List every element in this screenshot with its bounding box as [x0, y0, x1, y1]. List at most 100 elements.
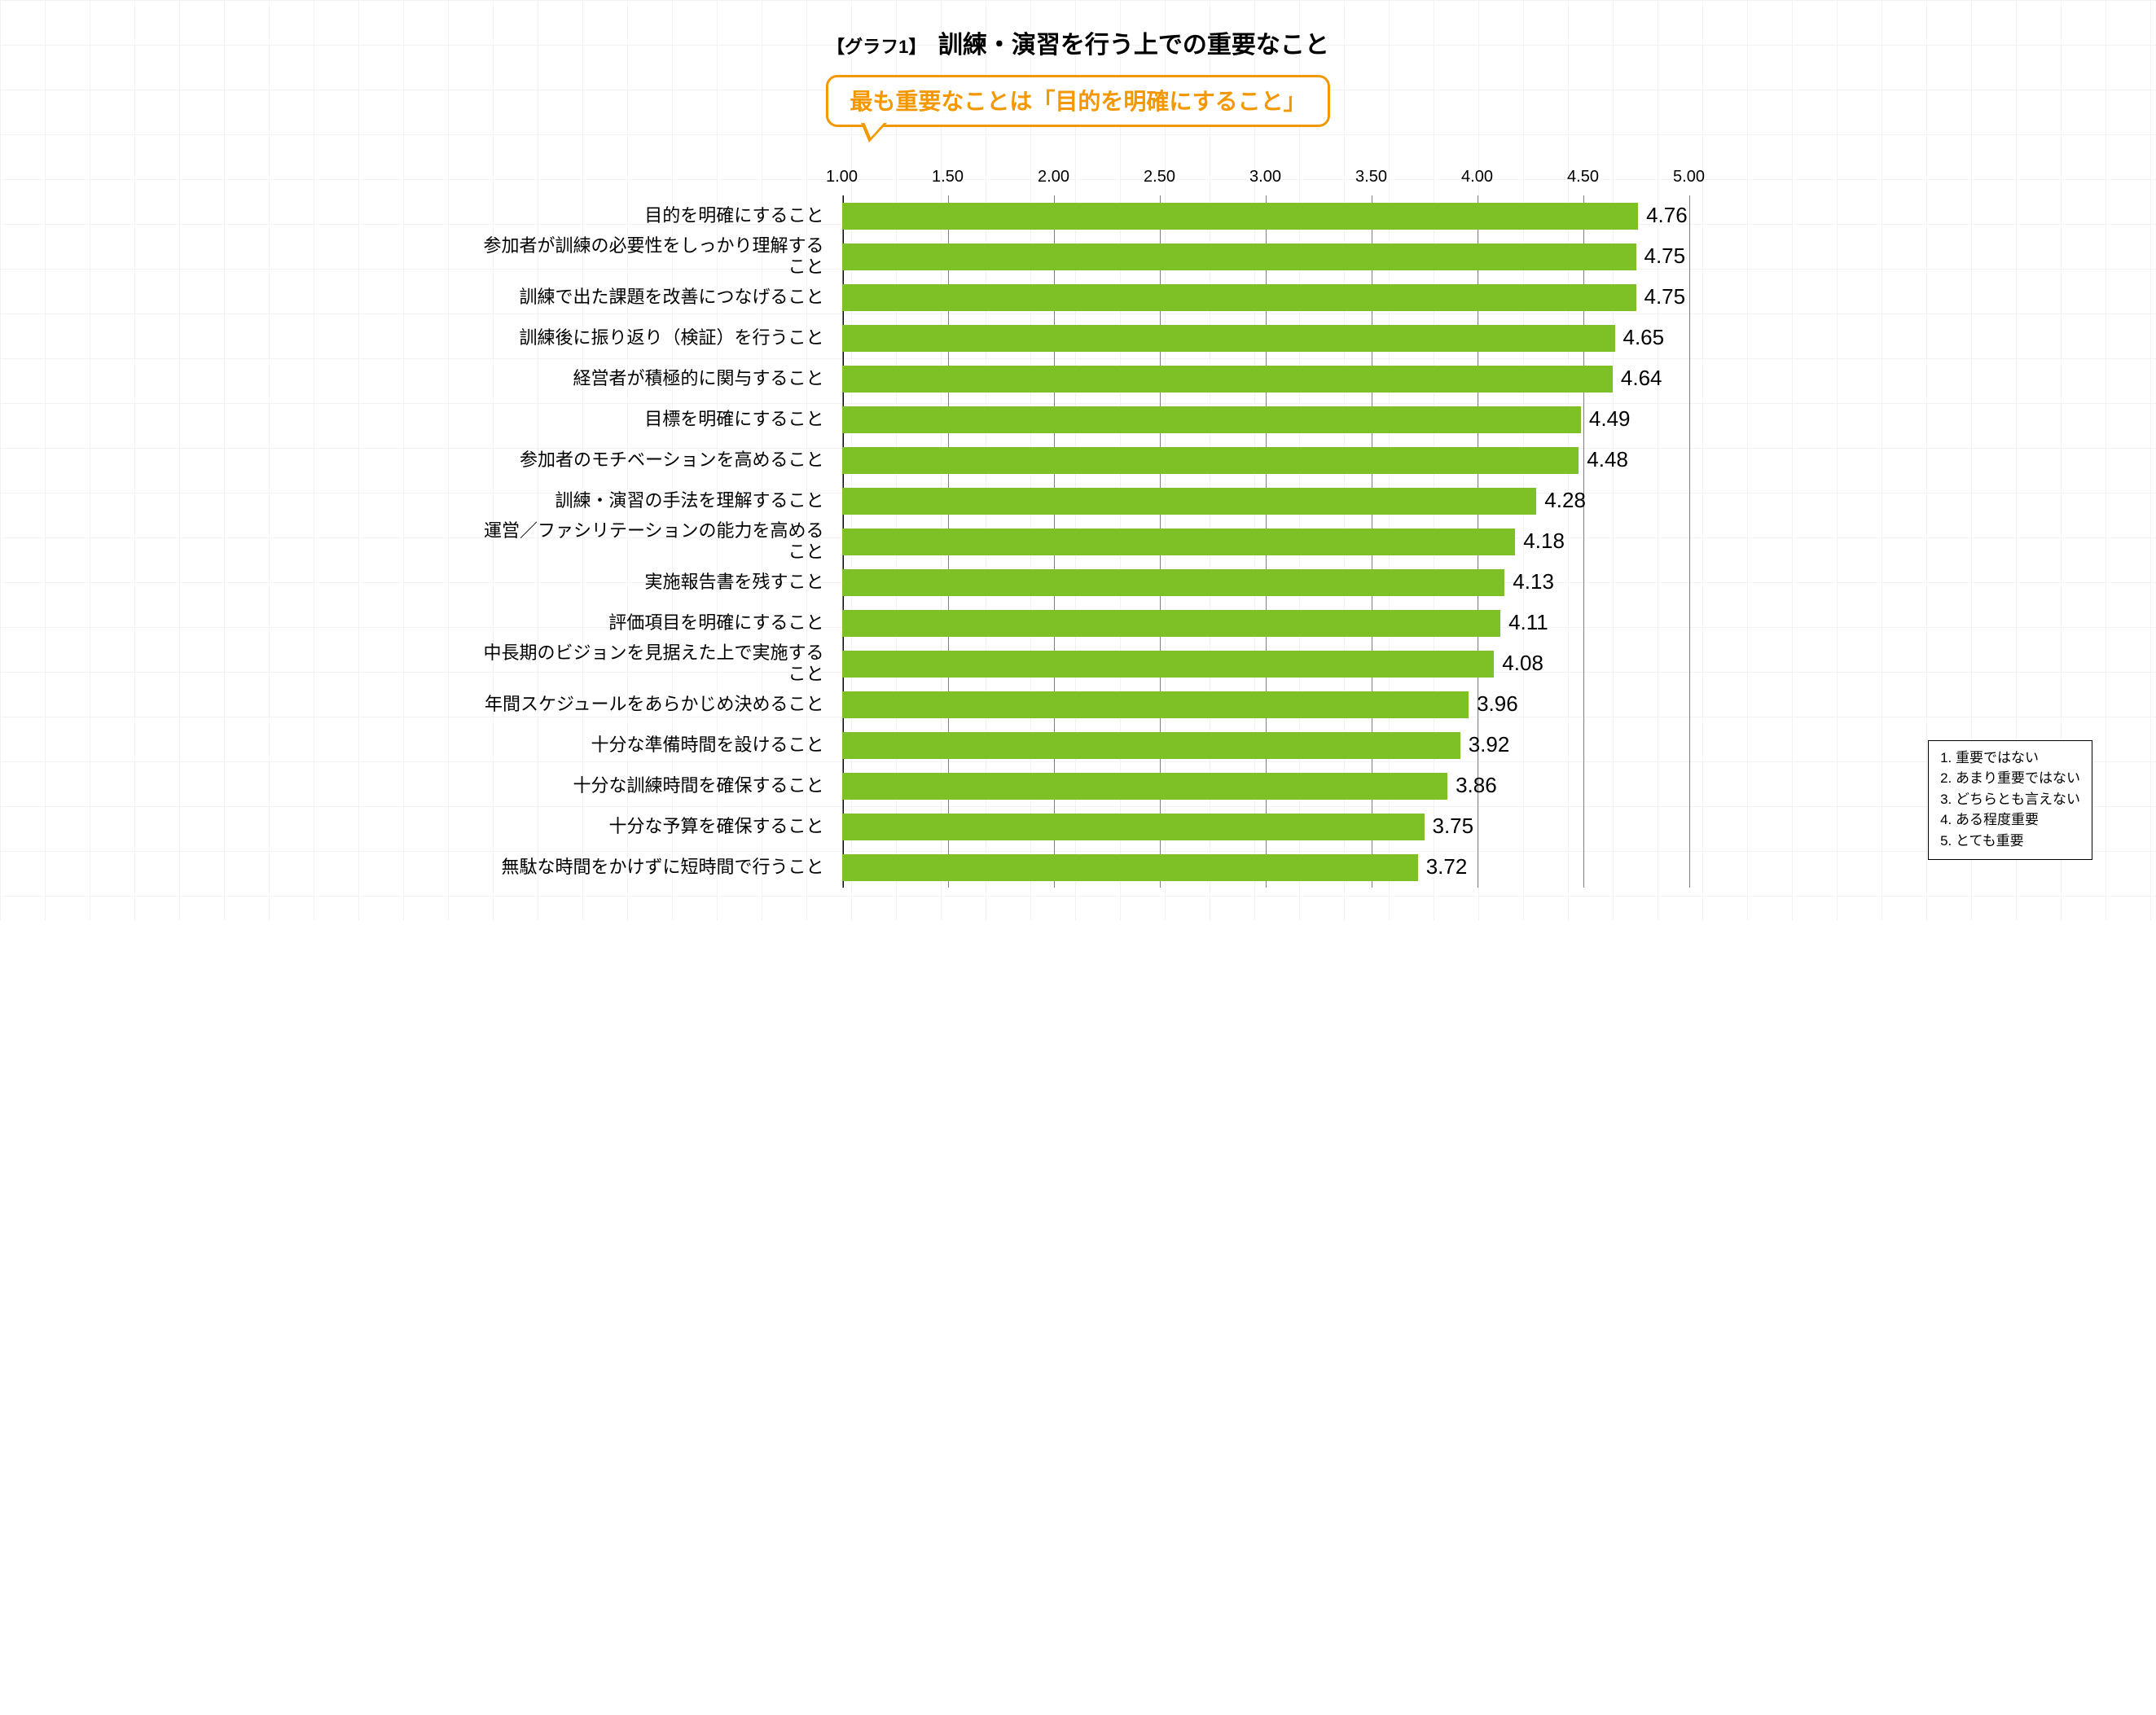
category-label: 中長期のビジョンを見据えた上で実施すること [468, 643, 842, 686]
legend: 1. 重要ではない2. あまり重要ではない3. どちらとも言えない4. ある程度… [1928, 740, 2092, 861]
bar [842, 284, 1636, 311]
category-row: 訓練後に振り返り（検証）を行うこと [468, 318, 842, 358]
x-tick-label: 3.00 [1249, 168, 1281, 186]
callout-text: 最も重要なことは「目的を明確にすること」 [850, 89, 1306, 114]
bar-value-label: 3.75 [1433, 814, 1474, 839]
category-row: 十分な準備時間を設けること [468, 725, 842, 765]
bar-row: 4.48 [842, 440, 1689, 480]
legend-item: 1. 重要ではない [1940, 748, 2080, 769]
category-row: 目的を明確にすること [468, 195, 842, 236]
bar-value-label: 4.11 [1508, 610, 1548, 635]
category-label: 十分な準備時間を設けること [468, 735, 842, 756]
gridline [1689, 195, 1690, 888]
x-tick-label: 5.00 [1673, 168, 1705, 186]
category-label: 訓練で出た課題を改善につなげること [468, 287, 842, 308]
bar-row: 4.75 [842, 277, 1689, 318]
category-row: 実施報告書を残すこと [468, 562, 842, 603]
bar-row: 3.75 [842, 806, 1689, 847]
bars-region: 4.76 4.75 4.75 4.65 4.64 4.49 4.484.28 4.18 4.13… [842, 195, 1689, 888]
x-tick-label: 1.50 [932, 168, 964, 186]
bar-value-label: 4.75 [1644, 243, 1686, 269]
bar-value-label: 4.08 [1502, 651, 1543, 676]
category-row: 参加者が訓練の必要性をしっかり理解すること [468, 236, 842, 277]
callout-tail-icon [861, 123, 887, 143]
category-row: 中長期のビジョンを見据えた上で実施すること [468, 643, 842, 684]
category-label: 十分な訓練時間を確保すること [468, 775, 842, 796]
bar [842, 243, 1636, 270]
bar [842, 203, 1639, 230]
bar-row: 4.65 [842, 318, 1689, 358]
bar-value-label: 3.72 [1426, 854, 1468, 879]
bar-value-label: 3.92 [1469, 732, 1510, 757]
x-tick-label: 4.50 [1567, 168, 1599, 186]
bar-row: 4.18 [842, 521, 1689, 562]
category-row: 訓練で出た課題を改善につなげること [468, 277, 842, 318]
bar [842, 732, 1460, 759]
x-tick-label: 4.00 [1461, 168, 1493, 186]
category-label: 目標を明確にすること [468, 409, 842, 430]
bar-value-label: 4.48 [1587, 447, 1628, 472]
y-axis-labels: 目的を明確にすること参加者が訓練の必要性をしっかり理解すること訓練で出た課題を改… [468, 160, 842, 888]
category-label: 目的を明確にすること [468, 205, 842, 226]
bar-value-label: 4.65 [1623, 325, 1665, 350]
bar-row: 3.92 [842, 725, 1689, 765]
category-row: 参加者のモチベーションを高めること [468, 440, 842, 480]
bar-row: 4.75 [842, 236, 1689, 277]
bar [842, 529, 1516, 555]
category-row: 評価項目を明確にすること [468, 603, 842, 643]
chart-title: 【グラフ1】 訓練・演習を行う上での重要なこと [33, 24, 2123, 60]
legend-item: 4. ある程度重要 [1940, 809, 2080, 831]
bar-row: 4.49 [842, 399, 1689, 440]
bar-row: 4.08 [842, 643, 1689, 684]
bar-value-label: 4.76 [1646, 203, 1688, 228]
category-row: 目標を明確にすること [468, 399, 842, 440]
bar [842, 610, 1501, 637]
callout-bubble: 最も重要なことは「目的を明確にすること」 [826, 75, 1329, 127]
x-tick-label: 2.00 [1038, 168, 1069, 186]
bar-row: 3.96 [842, 684, 1689, 725]
bar [842, 325, 1615, 352]
category-label: 訓練・演習の手法を理解すること [468, 490, 842, 511]
plot-area: 1.001.502.002.503.003.504.004.505.00 4.7… [842, 160, 1689, 888]
category-row: 訓練・演習の手法を理解すること [468, 480, 842, 521]
x-tick-label: 2.50 [1144, 168, 1175, 186]
category-label: 参加者のモチベーションを高めること [468, 450, 842, 471]
bar-value-label: 4.28 [1544, 488, 1586, 513]
category-label: 実施報告書を残すこと [468, 572, 842, 593]
bar [842, 488, 1537, 515]
x-tick-label: 1.00 [826, 168, 858, 186]
category-label: 十分な予算を確保すること [468, 816, 842, 837]
title-prefix: 【グラフ1】 [827, 37, 926, 57]
category-row: 運営／ファシリテーションの能力を高めること [468, 521, 842, 562]
x-tick-label: 3.50 [1355, 168, 1387, 186]
category-row: 十分な訓練時間を確保すること [468, 765, 842, 806]
bar-row: 4.13 [842, 562, 1689, 603]
legend-item: 3. どちらとも言えない [1940, 789, 2080, 810]
bar-row: 4.64 [842, 358, 1689, 399]
bar [842, 773, 1448, 800]
callout-wrap: 最も重要なことは「目的を明確にすること」 [33, 75, 2123, 127]
category-label: 参加者が訓練の必要性をしっかり理解すること [468, 235, 842, 279]
bar-value-label: 4.18 [1523, 529, 1565, 554]
bar-row: 3.86 [842, 765, 1689, 806]
bar [842, 651, 1495, 678]
category-label: 訓練後に振り返り（検証）を行うこと [468, 327, 842, 349]
bar-value-label: 4.13 [1513, 569, 1554, 594]
chart: 目的を明確にすること参加者が訓練の必要性をしっかり理解すること訓練で出た課題を改… [468, 160, 1689, 888]
bar [842, 366, 1613, 393]
category-label: 運営／ファシリテーションの能力を高めること [468, 520, 842, 564]
category-row: 十分な予算を確保すること [468, 806, 842, 847]
category-label: 年間スケジュールをあらかじめ決めること [468, 694, 842, 715]
bar [842, 569, 1505, 596]
bar-value-label: 3.96 [1477, 691, 1518, 717]
bar-value-label: 4.64 [1621, 366, 1662, 391]
category-row: 経営者が積極的に関与すること [468, 358, 842, 399]
category-label: 評価項目を明確にすること [468, 612, 842, 634]
category-label: 経営者が積極的に関与すること [468, 368, 842, 389]
category-row: 無駄な時間をかけずに短時間で行うこと [468, 847, 842, 888]
bar-value-label: 3.86 [1456, 773, 1497, 798]
bar [842, 814, 1425, 840]
title-main: 訓練・演習を行う上での重要なこと [938, 32, 1329, 59]
bar [842, 691, 1469, 718]
bar [842, 406, 1581, 433]
